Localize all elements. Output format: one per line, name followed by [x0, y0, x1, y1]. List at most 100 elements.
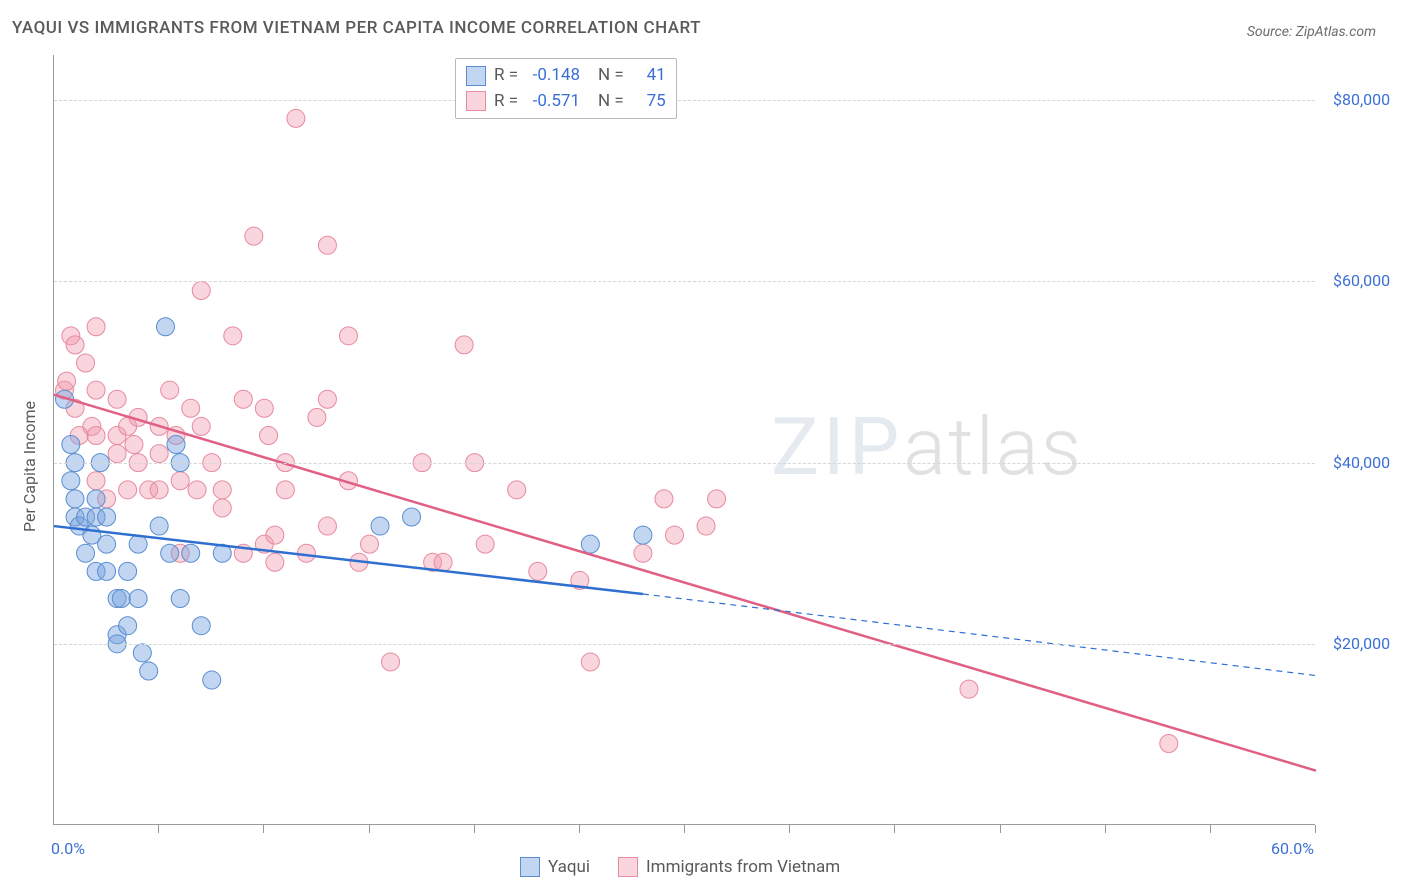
scatter-point [150, 481, 168, 499]
legend-label: Yaqui [548, 857, 590, 877]
x-tick-label: 0.0% [51, 839, 85, 858]
scatter-point [171, 472, 189, 490]
scatter-point [318, 517, 336, 535]
x-tick-mark [1105, 825, 1106, 833]
scatter-point [62, 472, 80, 490]
scatter-point [87, 381, 105, 399]
scatter-point [266, 526, 284, 544]
source-label: Source: ZipAtlas.com [1247, 24, 1376, 40]
stat-r-label: R = [494, 89, 518, 115]
scatter-point [77, 544, 95, 562]
scatter-point [224, 327, 242, 345]
scatter-point [581, 535, 599, 553]
scatter-point [203, 671, 221, 689]
scatter-point [98, 508, 116, 526]
scatter-point [1160, 734, 1178, 752]
x-tick-mark [684, 825, 685, 833]
scatter-point [192, 417, 210, 435]
scatter-point [108, 445, 126, 463]
x-tick-label: 60.0% [1271, 839, 1314, 858]
legend-swatch [466, 66, 486, 86]
x-tick-mark [474, 825, 475, 833]
stat-n-value: 41 [632, 63, 666, 89]
scatter-point [529, 562, 547, 580]
x-tick-mark [158, 825, 159, 833]
scatter-point [87, 490, 105, 508]
scatter-point [276, 481, 294, 499]
scatter-point [318, 390, 336, 408]
scatter-point [455, 336, 473, 354]
legend-item: Immigrants from Vietnam [618, 857, 840, 877]
scatter-point [66, 490, 84, 508]
scatter-point [960, 680, 978, 698]
scatter-point [119, 562, 137, 580]
scatter-point [119, 481, 137, 499]
scatter-point [156, 318, 174, 336]
legend-label: Immigrants from Vietnam [646, 857, 840, 877]
trend-line [54, 526, 643, 594]
scatter-point [361, 535, 379, 553]
scatter-point [245, 227, 263, 245]
x-tick-mark [1210, 825, 1211, 833]
legend-swatch [618, 857, 638, 877]
scatter-point [171, 590, 189, 608]
scatter-point [339, 327, 357, 345]
gridline [54, 100, 1315, 101]
scatter-point [287, 109, 305, 127]
stat-r-value: -0.571 [526, 89, 580, 115]
scatter-point [255, 399, 273, 417]
scatter-point [371, 517, 389, 535]
legend-swatch [520, 857, 540, 877]
scatter-point [87, 472, 105, 490]
scatter-point [266, 553, 284, 571]
gridline [54, 463, 1315, 464]
scatter-point [112, 590, 130, 608]
stat-n-label: N = [598, 89, 624, 115]
scatter-point [260, 426, 278, 444]
scatter-point [108, 390, 126, 408]
scatter-point [192, 282, 210, 300]
scatter-point [140, 662, 158, 680]
scatter-point [161, 381, 179, 399]
stats-row: R =-0.148N =41 [466, 63, 666, 89]
x-tick-mark [369, 825, 370, 833]
scatter-point [308, 408, 326, 426]
x-tick-mark [894, 825, 895, 833]
gridline [54, 644, 1315, 645]
x-tick-mark [789, 825, 790, 833]
gridline [54, 281, 1315, 282]
scatter-point [150, 517, 168, 535]
scatter-point [77, 354, 95, 372]
scatter-point [508, 481, 526, 499]
stats-legend-box: R =-0.148N =41R = -0.571 N = 75 [455, 58, 677, 119]
legend-item: Yaqui [520, 857, 590, 877]
scatter-point [708, 490, 726, 508]
scatter-point [403, 508, 421, 526]
scatter-point [182, 399, 200, 417]
scatter-point [129, 590, 147, 608]
trend-line-extrapolated [643, 594, 1316, 676]
scatter-point [182, 544, 200, 562]
x-tick-mark [579, 825, 580, 833]
x-tick-mark [1315, 825, 1316, 833]
chart-title: YAQUI VS IMMIGRANTS FROM VIETNAM PER CAP… [12, 18, 701, 38]
scatter-point [188, 481, 206, 499]
trend-line [54, 395, 1316, 771]
stat-n-value: 75 [632, 89, 666, 115]
scatter-point [434, 553, 452, 571]
x-tick-mark [263, 825, 264, 833]
scatter-point [665, 526, 683, 544]
scatter-point [655, 490, 673, 508]
y-tick-label: $60,000 [1333, 271, 1390, 290]
scatter-point [125, 436, 143, 454]
scatter-point [119, 617, 137, 635]
scatter-point [87, 426, 105, 444]
scatter-point [476, 535, 494, 553]
scatter-point [161, 544, 179, 562]
scatter-point [213, 499, 231, 517]
scatter-point [62, 436, 80, 454]
plot-area: ZIPatlas [53, 55, 1315, 825]
scatter-point [634, 544, 652, 562]
bottom-legend: Yaqui Immigrants from Vietnam [520, 857, 840, 877]
scatter-point [87, 318, 105, 336]
